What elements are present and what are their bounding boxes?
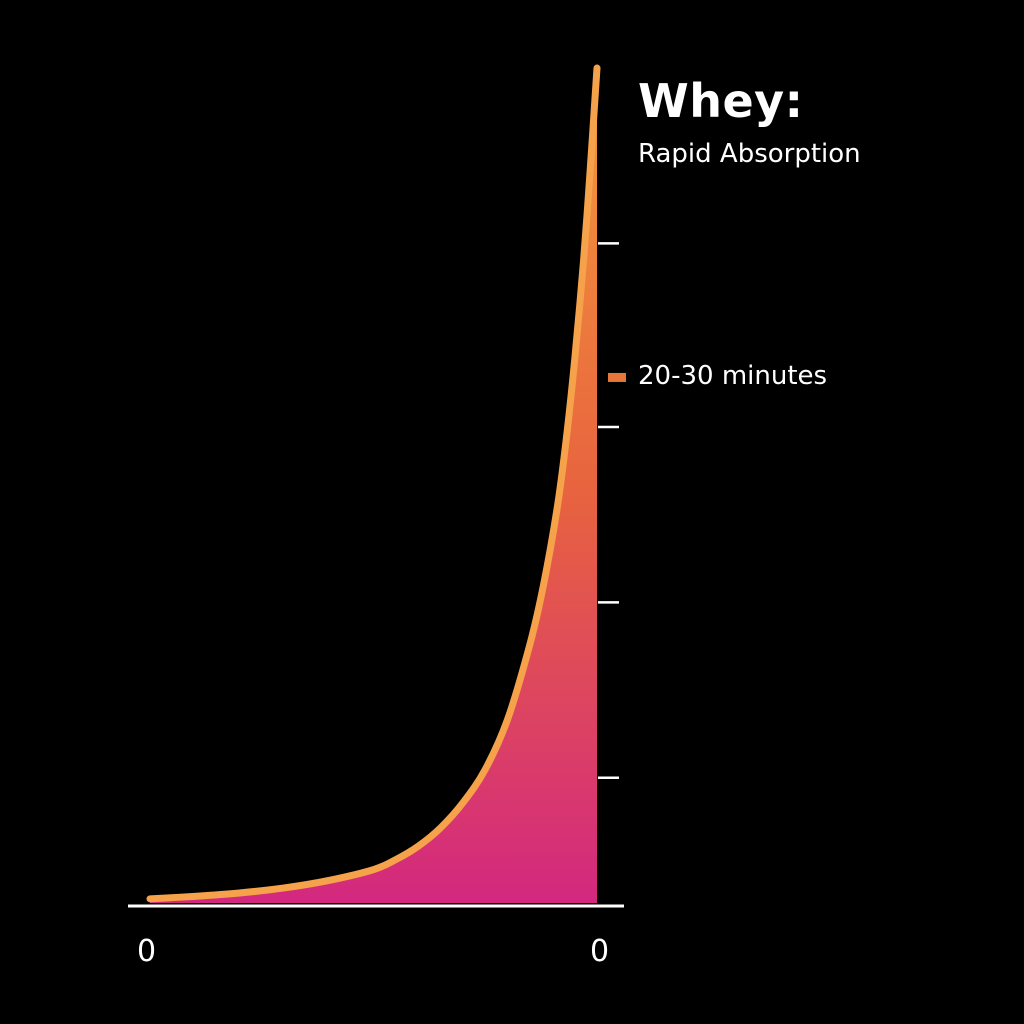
x-tick-label-end: 0 bbox=[590, 934, 610, 969]
area-layer bbox=[150, 68, 597, 903]
chart-subtitle: Rapid Absorption bbox=[638, 139, 861, 169]
line-layer bbox=[146, 64, 601, 903]
area-fill bbox=[150, 68, 597, 903]
series-line bbox=[146, 64, 601, 903]
annotation-layer bbox=[608, 372, 626, 382]
x-tick-label-start: 0 bbox=[137, 934, 157, 969]
annotation-label: 20-30 minutes bbox=[638, 361, 828, 391]
axis-layer bbox=[128, 242, 624, 908]
annotation-marker bbox=[608, 372, 626, 382]
chart-title: Whey: bbox=[638, 74, 804, 128]
